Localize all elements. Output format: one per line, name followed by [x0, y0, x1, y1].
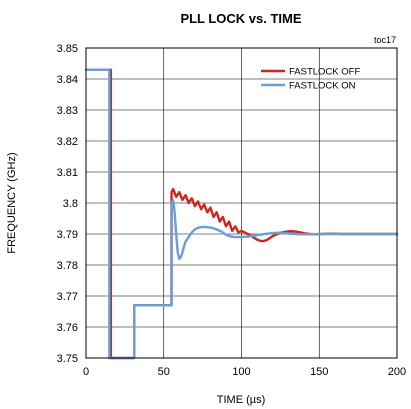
y-tick-label: 3.78 — [57, 260, 78, 272]
chart-title: PLL LOCK vs. TIME — [180, 11, 301, 26]
y-tick-label: 3.75 — [57, 353, 78, 365]
y-axis-label: FREQUENCY (GHz) — [6, 152, 18, 253]
plot-frame — [85, 47, 398, 359]
x-axis-label: TIME (µs) — [217, 394, 266, 406]
y-tick-label: 3.8 — [63, 198, 78, 210]
y-tick-label: 3.85 — [57, 43, 78, 55]
y-tick-label: 3.82 — [57, 136, 78, 148]
legend-label-fastlock-off: FASTLOCK OFF — [289, 67, 360, 78]
x-tick-label: 150 — [310, 366, 328, 378]
x-tick-label: 0 — [83, 366, 89, 378]
y-tick-label: 3.81 — [57, 167, 78, 179]
tick-layer: 3.75 3.76 3.77 3.78 3.79 3.8 3.81 3.82 3.83 3.84 3… — [57, 43, 407, 378]
y-tick-label: 3.83 — [57, 105, 78, 117]
x-tick-label: 100 — [232, 366, 250, 378]
grid-layer — [86, 48, 397, 358]
y-tick-label: 3.77 — [57, 291, 78, 303]
series-layer — [84, 68, 399, 360]
chart-note: toc17 — [374, 35, 396, 45]
x-tick-label: 50 — [158, 366, 170, 378]
y-tick-label: 3.84 — [57, 74, 78, 86]
series-line-fastlock-on — [84, 68, 399, 360]
x-tick-label: 200 — [388, 366, 406, 378]
y-tick-label: 3.76 — [57, 322, 78, 334]
legend: FASTLOCK OFF FASTLOCK ON — [261, 67, 360, 92]
legend-label-fastlock-on: FASTLOCK ON — [289, 81, 356, 92]
y-tick-label: 3.79 — [57, 229, 78, 241]
